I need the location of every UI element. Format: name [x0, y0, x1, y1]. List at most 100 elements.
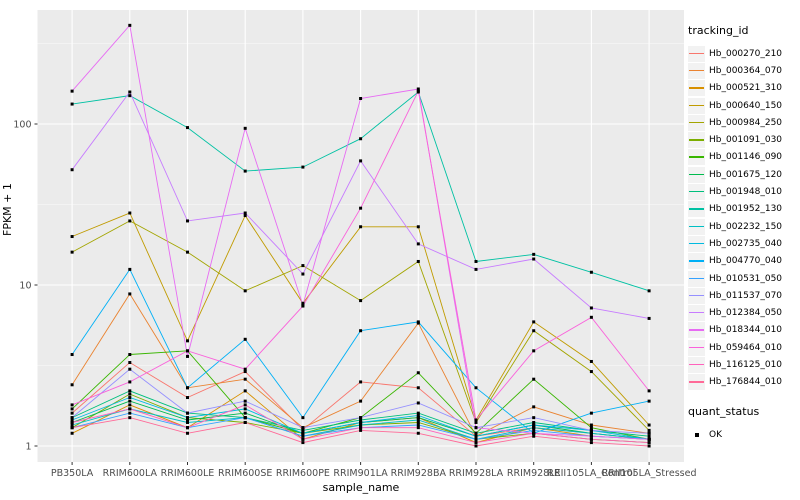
data-point-Hb_011537_070 [186, 411, 189, 415]
legend-key-line-icon [688, 80, 705, 97]
data-point-Hb_001952_130 [186, 126, 189, 130]
data-point-Hb_018344_010 [474, 426, 478, 430]
data-point-Hb_000640_150 [589, 359, 593, 363]
x-tick-label: RRIM600LE [161, 468, 215, 479]
legend-item-label: Hb_176844_010 [709, 377, 783, 388]
legend-line-swatch [689, 346, 704, 349]
x-tick-label: RRIM928LE [507, 468, 561, 479]
data-point-Hb_000640_150 [359, 225, 363, 229]
data-point-Hb_000640_150 [70, 235, 74, 239]
data-point-Hb_004770_040 [70, 353, 74, 357]
y-tick-label: 10 [19, 281, 31, 292]
x-tick-label: RRII105LA_Stressed [602, 468, 697, 479]
legend-item-Hb_059464_010: Hb_059464_010 [688, 339, 798, 356]
data-point-Hb_000521_310 [243, 389, 247, 393]
data-point-Hb_000984_250 [647, 428, 651, 432]
legend-item-Hb_001091_030: Hb_001091_030 [688, 131, 798, 149]
data-point-Hb_001948_010 [416, 411, 420, 415]
legend-key-line-icon [688, 218, 705, 235]
data-point-Hb_176844_010 [532, 434, 536, 438]
data-point-Hb_000364_070 [70, 383, 74, 387]
legend-item-label: Hb_012384_050 [709, 308, 783, 319]
data-point-Hb_001948_010 [359, 418, 363, 422]
legend-item-Hb_176844_010: Hb_176844_010 [688, 374, 798, 391]
data-point-Hb_000270_210 [359, 380, 363, 384]
data-point-Hb_116125_010 [243, 403, 247, 407]
data-point-Hb_000984_250 [70, 250, 74, 254]
black-square-point-icon [688, 427, 705, 443]
data-point-Hb_001675_120 [128, 399, 132, 403]
legend-line-swatch [689, 363, 704, 366]
legend-line-swatch [689, 173, 704, 176]
data-point-Hb_000984_250 [474, 420, 478, 424]
data-point-Hb_001952_130 [128, 94, 132, 98]
data-point-Hb_176844_010 [474, 444, 478, 448]
data-point-Hb_059464_010 [301, 304, 305, 308]
legend-line-swatch [689, 329, 704, 331]
legend-key-line-icon [688, 166, 705, 183]
data-point-Hb_000270_210 [70, 411, 74, 415]
legend-key-line-icon [688, 339, 705, 356]
data-point-Hb_002232_150 [416, 418, 420, 422]
data-point-Hb_001948_010 [128, 389, 132, 393]
data-point-Hb_000521_310 [70, 431, 74, 435]
data-point-Hb_000270_210 [128, 361, 132, 365]
data-point-Hb_116125_010 [647, 441, 651, 445]
data-point-Hb_176844_010 [647, 444, 651, 448]
data-point-Hb_004770_040 [128, 267, 132, 271]
data-point-Hb_011537_070 [589, 428, 593, 432]
legend-item-Hb_001146_090: Hb_001146_090 [688, 149, 798, 166]
legend-item-label: Hb_000270_210 [709, 48, 783, 59]
legend-key-line-icon [688, 97, 705, 114]
data-point-Hb_001952_130 [301, 165, 305, 169]
legend-item-label: Hb_010531_050 [709, 273, 783, 284]
data-point-Hb_012384_050 [532, 257, 536, 261]
legend-item-label: Hb_000364_070 [709, 65, 783, 76]
legend-items-tracking-id: Hb_000270_210 Hb_000364_070 Hb_000521_310 H… [688, 45, 798, 391]
data-point-Hb_001146_090 [128, 353, 132, 357]
legend-key-line-icon [688, 322, 705, 339]
legend-title-tracking-id: tracking_id [688, 24, 749, 37]
data-point-Hb_002232_150 [532, 426, 536, 430]
data-point-Hb_059464_010 [416, 89, 420, 93]
data-point-Hb_010531_050 [474, 437, 478, 441]
data-point-Hb_001948_010 [647, 434, 651, 438]
data-point-Hb_002232_150 [70, 423, 74, 427]
legend-line-swatch [689, 87, 704, 89]
data-point-Hb_116125_010 [416, 426, 420, 430]
legend-line-swatch [689, 260, 704, 262]
data-point-Hb_000984_250 [186, 250, 189, 254]
data-point-Hb_176844_010 [70, 426, 74, 430]
data-point-Hb_176844_010 [301, 441, 305, 445]
data-point-Hb_012384_050 [243, 211, 247, 215]
data-point-Hb_001952_130 [589, 270, 593, 274]
legend-line-swatch [689, 52, 704, 55]
data-point-Hb_001146_090 [532, 377, 536, 381]
data-point-Hb_004770_040 [647, 399, 651, 403]
legend-line-swatch [689, 156, 704, 158]
legend-key-line-icon [688, 270, 705, 287]
legend-line-swatch [689, 242, 704, 245]
data-point-Hb_011537_070 [532, 416, 536, 420]
data-point-Hb_011537_070 [301, 426, 305, 430]
data-point-Hb_176844_010 [243, 420, 247, 424]
data-point-Hb_000364_070 [128, 292, 132, 296]
legend-item-Hb_002735_040: Hb_002735_040 [688, 235, 798, 252]
data-point-Hb_012384_050 [301, 272, 305, 276]
data-point-Hb_004770_040 [416, 320, 420, 324]
legend-key-line-icon [688, 62, 705, 79]
data-point-Hb_011537_070 [416, 401, 420, 405]
data-point-Hb_000270_210 [186, 396, 189, 400]
legend-key-line-icon [688, 45, 705, 62]
data-point-Hb_002232_150 [589, 431, 593, 435]
data-point-Hb_001952_130 [243, 169, 247, 173]
y-axis-title: FPKM + 1 [1, 183, 14, 236]
legend-key-line-icon [688, 184, 705, 201]
data-point-Hb_001952_130 [647, 289, 651, 293]
legend-line-swatch [689, 225, 704, 227]
data-point-Hb_004770_040 [243, 337, 247, 341]
data-point-Hb_176844_010 [416, 431, 420, 435]
data-point-Hb_000984_250 [416, 259, 420, 263]
data-point-Hb_000364_070 [243, 377, 247, 381]
